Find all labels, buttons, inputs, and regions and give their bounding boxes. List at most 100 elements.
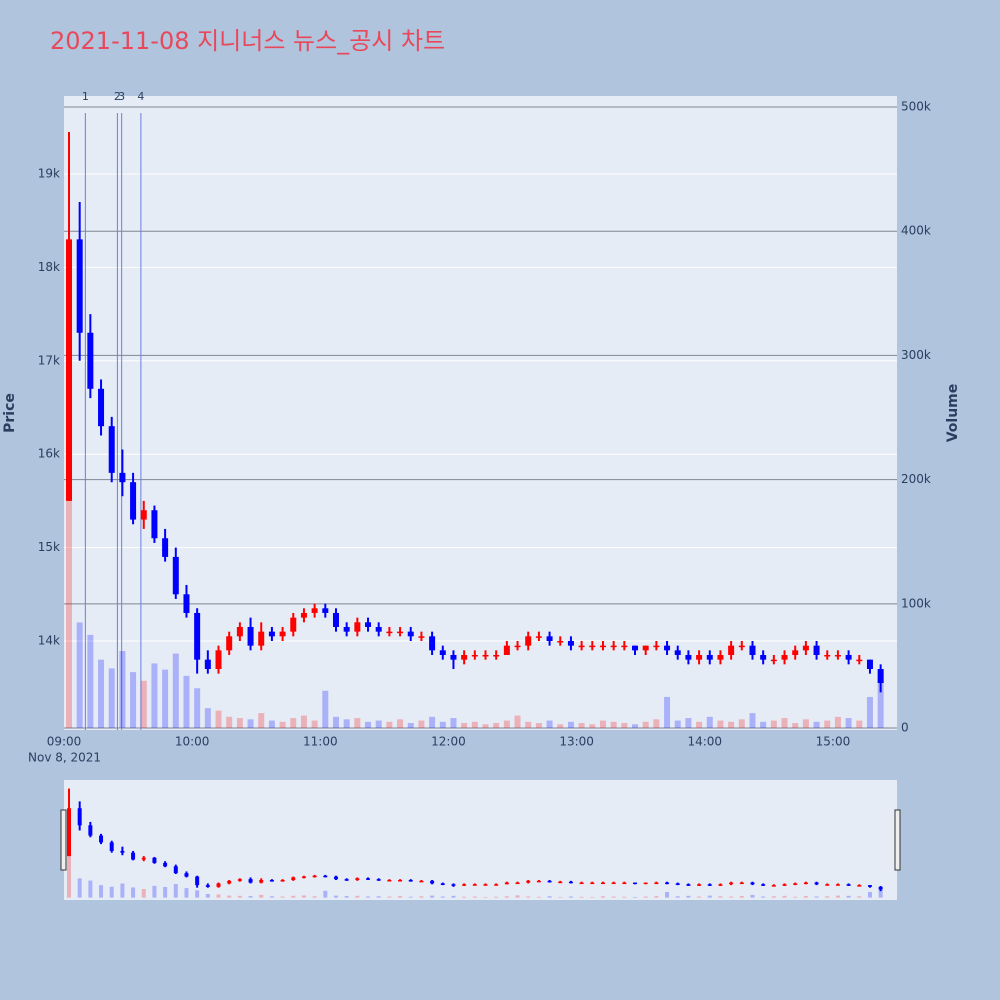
volume-bar <box>151 663 158 729</box>
candle-body <box>781 654 788 660</box>
candle-body <box>439 650 446 655</box>
candle-body <box>824 654 831 657</box>
volume-bar <box>365 721 372 729</box>
candle-body <box>749 645 756 655</box>
volume-bar <box>675 896 680 898</box>
candle-body <box>173 866 178 874</box>
volume-bar <box>493 723 500 729</box>
volume-bar <box>419 896 424 898</box>
volume-bar <box>429 716 436 729</box>
candle-body <box>536 880 541 883</box>
candle-body <box>204 659 211 670</box>
candle-body <box>67 808 71 857</box>
candle-body <box>857 885 862 887</box>
candle-body <box>835 884 840 886</box>
volume-bar <box>120 883 125 898</box>
candle-body <box>440 883 445 885</box>
volume-bar <box>269 896 274 898</box>
candle-body <box>546 636 553 641</box>
candle-body <box>878 886 883 890</box>
volume-bar <box>332 716 339 729</box>
candle-body <box>834 654 841 657</box>
volume-bar <box>546 720 553 729</box>
range-handle-left[interactable] <box>60 809 67 871</box>
candle-body <box>365 622 372 627</box>
candle-body <box>419 880 424 883</box>
volume-bar <box>343 719 350 729</box>
candle-body <box>482 654 489 657</box>
y-axis-title: Price <box>2 393 18 433</box>
volume-bar <box>642 721 649 729</box>
volume-bar <box>109 886 114 898</box>
volume-bar <box>301 895 306 898</box>
candle-body <box>195 876 200 886</box>
volume-bar <box>578 723 585 729</box>
candle-body <box>429 636 436 651</box>
candle-body <box>333 876 338 880</box>
candle-body <box>120 850 125 853</box>
volume-bar <box>163 886 168 898</box>
y2-tick-label: 300k <box>901 348 931 362</box>
candle-body <box>183 594 190 613</box>
volume-bar <box>567 721 574 729</box>
volume-bar <box>813 721 820 729</box>
volume-bar <box>557 724 564 729</box>
candle-body <box>675 883 680 885</box>
candle-body <box>162 538 169 557</box>
candle-body <box>567 640 574 646</box>
candle-body <box>877 669 884 684</box>
volume-bar <box>856 720 863 729</box>
candle-body <box>599 645 606 648</box>
volume-bar <box>802 719 809 729</box>
volume-bar <box>760 721 767 729</box>
volume-bar <box>461 723 468 729</box>
chart-title: 2021-11-08 지니너스 뉴스_공시 차트 <box>50 27 445 55</box>
range-slider[interactable] <box>64 780 897 900</box>
volume-bar <box>162 669 169 729</box>
x-tick-label: 10:00 <box>175 735 210 749</box>
candle-body <box>151 510 158 539</box>
x-date-label: Nov 8, 2021 <box>28 751 101 765</box>
volume-bar <box>259 894 264 898</box>
y2-tick-label: 0 <box>901 721 909 735</box>
volume-bar <box>685 718 692 729</box>
range-handle-right[interactable] <box>894 809 901 871</box>
candle-body <box>729 882 734 885</box>
candle-body <box>312 875 317 878</box>
candle-body <box>291 877 296 881</box>
candle-body <box>471 654 478 657</box>
candle-body <box>867 885 872 887</box>
volume-bar <box>579 896 584 898</box>
volume-bar <box>450 718 457 729</box>
volume-bar <box>291 895 296 898</box>
candle-body <box>483 884 488 886</box>
volume-bar <box>280 896 285 898</box>
y2-tick-label: 500k <box>901 100 931 114</box>
volume-bar <box>653 719 660 729</box>
candle-body <box>141 857 146 860</box>
candle-body <box>236 626 243 637</box>
volume-bar <box>878 888 883 898</box>
annotation-label: 3 <box>118 90 125 103</box>
volume-bar <box>482 724 489 729</box>
volume-bar <box>322 690 329 729</box>
candle-body <box>846 884 851 886</box>
volume-bar <box>430 895 435 898</box>
candle-body <box>462 884 467 886</box>
volume-bar <box>87 634 94 729</box>
volume-bar <box>599 720 606 729</box>
volume-bar <box>471 721 478 729</box>
volume-bar <box>312 896 317 898</box>
volume-bar <box>793 896 798 898</box>
volume-bar <box>547 896 552 898</box>
candle-body <box>493 654 500 657</box>
volume-bar <box>226 716 233 729</box>
volume-bar <box>590 896 595 898</box>
candle-body <box>578 645 585 648</box>
x-tick-label: 09:00 <box>47 735 82 749</box>
volume-bar <box>88 880 93 898</box>
volume-bar <box>622 896 627 898</box>
candle-body <box>525 636 532 646</box>
volume-bar <box>825 896 830 898</box>
volume-bar <box>526 896 531 898</box>
